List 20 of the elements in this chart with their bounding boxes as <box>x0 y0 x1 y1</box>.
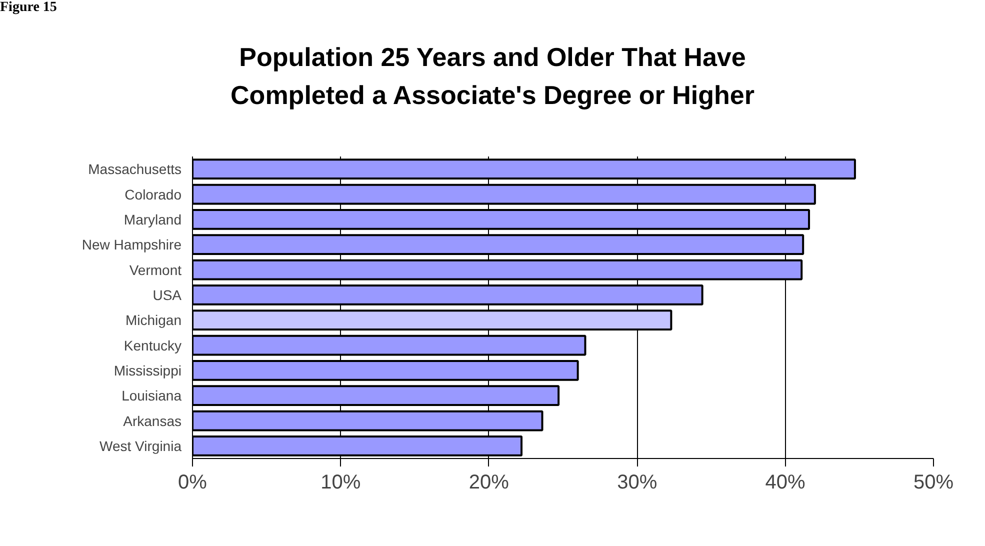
x-tick-label: 30% <box>617 472 658 494</box>
chart-title: Population 25 Years and Older That Have Completed a Associate's Degree or Higher <box>230 41 756 112</box>
y-tick-label: USA <box>152 286 182 303</box>
y-tick-label: Kentucky <box>124 337 182 354</box>
y-tick-label: West Virginia <box>100 438 182 454</box>
y-tick-label: Mississippi <box>114 362 182 378</box>
y-tick-label: Arkansas <box>123 412 182 429</box>
x-tick-label: 10% <box>320 472 361 494</box>
y-tick-label: Massachusetts <box>88 161 182 178</box>
caption: Figure 15 <box>0 0 58 17</box>
x-tick-label: 20% <box>468 472 510 494</box>
y-tick-label: Louisiana <box>122 388 182 404</box>
x-tick-label: 50% <box>913 472 954 494</box>
x-tick-label: 0% <box>178 472 208 494</box>
y-tick-label: New Hampshire <box>82 236 182 253</box>
x-tick-label: 40% <box>765 472 806 494</box>
y-tick-label: Colorado <box>124 186 182 202</box>
y-tick-label: Vermont <box>129 262 182 278</box>
y-tick-label: Maryland <box>124 211 182 228</box>
y-tick-label: Michigan <box>125 312 182 328</box>
